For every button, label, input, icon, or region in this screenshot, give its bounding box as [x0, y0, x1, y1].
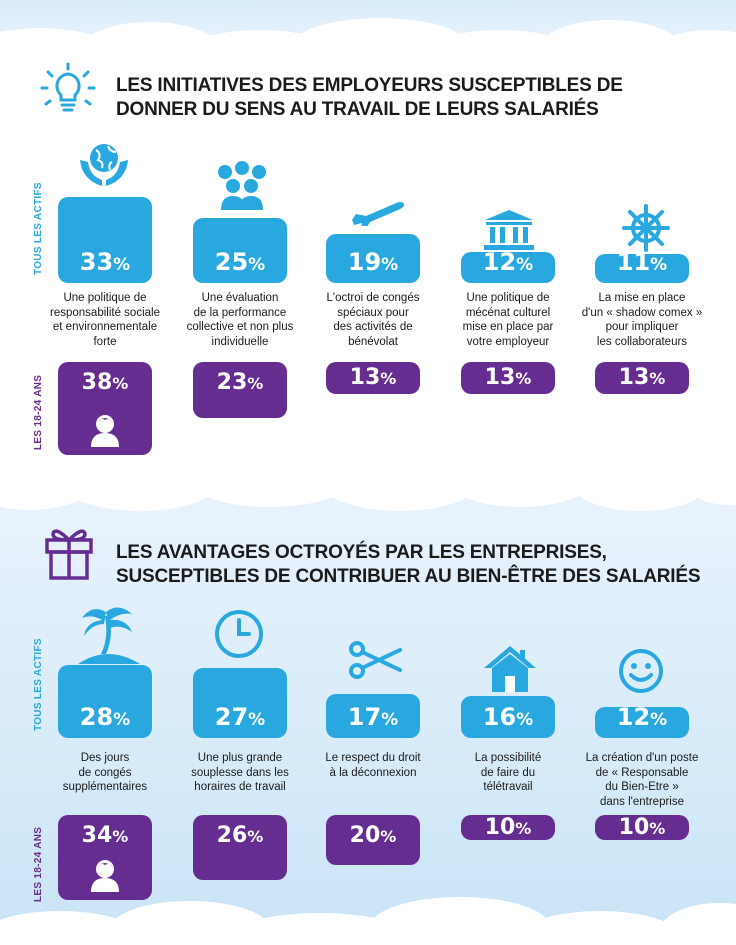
- section2-bar-all-5: 12%: [595, 702, 689, 738]
- section2-bar-all-4: 16%: [461, 696, 555, 738]
- section2-title: LES AVANTAGES OCTROYÉS PAR LES ENTREPRIS…: [116, 541, 700, 589]
- clock-icon: [215, 610, 263, 658]
- section1-bar-young-2: 23%: [193, 362, 287, 419]
- section2-bar-all-3: 17%: [326, 693, 420, 738]
- section2-bar-all-2: 27%: [193, 667, 287, 738]
- section2-bar-all-label-5: 12%: [616, 702, 668, 731]
- section1-bar-all-1: 33%: [58, 197, 152, 283]
- section2-bar-young-label-5: 10%: [618, 815, 666, 840]
- clouds-middle: [0, 455, 736, 511]
- helm-icon: [622, 204, 670, 252]
- section2-bar-all-label-1: 28%: [79, 702, 131, 731]
- person-icon: [91, 415, 119, 448]
- scissors-icon: [349, 641, 402, 679]
- section1-bar-young-4: 13%: [461, 362, 555, 394]
- section1-category-label-4: Une politique de mécénat culturel mise en …: [462, 292, 554, 348]
- section1-bar-all-label-1: 33%: [79, 247, 131, 276]
- clouds-top: [0, 18, 736, 88]
- house-icon: [484, 646, 536, 692]
- section2-category-label-1: Des jours de congés supplémentaires: [62, 752, 148, 793]
- section1-title-line1: LES INITIATIVES DES EMPLOYEURS SUSCEPTIB…: [116, 75, 623, 96]
- airplane-icon: [352, 202, 405, 226]
- section2-bar-young-label-4: 10%: [484, 815, 532, 840]
- section1-bar-young-1: 38%: [58, 362, 152, 456]
- group-icon: [218, 161, 266, 210]
- gift-icon: [45, 529, 93, 580]
- section2-bar-all-label-2: 27%: [214, 702, 266, 731]
- section2-category-label-2: Une plus grande souplesse dans les horaire…: [191, 752, 289, 793]
- section1-title: LES INITIATIVES DES EMPLOYEURS SUSCEPTIB…: [116, 74, 623, 122]
- section1-bar-all-2: 25%: [193, 218, 287, 283]
- section1-category-label-2: Une évaluation de la performance collectiv…: [186, 292, 294, 348]
- section2-bar-young-label-1: 34%: [81, 823, 129, 848]
- section2-bar-all-label-4: 16%: [482, 702, 534, 731]
- clouds-bottom: [0, 897, 736, 945]
- museum-icon: [484, 210, 534, 250]
- section1-bar-young-label-3: 13%: [349, 365, 397, 390]
- section1-bar-young-label-4: 13%: [484, 365, 532, 390]
- section2-row-label-young: LES 18-24 ANS: [33, 826, 44, 902]
- section1-category-label-5: La mise en place d'un « shadow comex » pou…: [581, 292, 703, 348]
- section1-bar-all-4: 12%: [461, 247, 555, 283]
- section2-row-label-all: TOUS LES ACTIFS: [33, 638, 44, 731]
- globe-hands-icon: [80, 144, 128, 186]
- section2-bar-young-4: 10%: [461, 815, 555, 840]
- section1-bar-young-label-1: 38%: [81, 370, 129, 395]
- section2-bar-all-1: 28%: [58, 665, 152, 738]
- section1-bar-all-label-5: 11%: [616, 247, 668, 276]
- section1-bar-young-label-2: 23%: [216, 370, 264, 395]
- section1-bar-all-5: 11%: [595, 250, 689, 283]
- smiley-icon: [619, 649, 663, 693]
- section1-bar-young-3: 13%: [326, 362, 420, 394]
- section1-row-label-all: TOUS LES ACTIFS: [33, 182, 44, 275]
- person-icon: [91, 860, 119, 892]
- section2-title-line1: LES AVANTAGES OCTROYÉS PAR LES ENTREPRIS…: [116, 542, 607, 563]
- lightbulb-icon: [40, 62, 96, 112]
- section2-bar-young-1: 34%: [58, 815, 152, 900]
- section2-category-label-5: La création d'un poste de « Responsable du…: [585, 752, 699, 808]
- section1-bar-young-label-5: 13%: [618, 365, 666, 390]
- section1-category-label-3: L'octroi de congés spéciaux pour des activ…: [326, 292, 420, 348]
- section1-bar-all-label-3: 19%: [347, 247, 399, 276]
- section2-category-label-3: Le respect du droit à la déconnexion: [325, 752, 421, 779]
- section2-category-label-4: La possibilité de faire du télétravail: [474, 752, 542, 793]
- section1-bar-all-label-4: 12%: [482, 247, 534, 276]
- palm-island-icon: [78, 607, 140, 664]
- section1-title-line2: DONNER DU SENS AU TRAVAIL DE LEURS SALAR…: [116, 99, 599, 120]
- section2-title-line2: SUSCEPTIBLES DE CONTRIBUER AU BIEN-ÊTRE …: [116, 566, 701, 587]
- section1-bar-young-5: 13%: [595, 362, 689, 394]
- section1-row-label-young: LES 18-24 ANS: [33, 374, 44, 450]
- section2-bar-young-label-2: 26%: [216, 823, 264, 848]
- section1-bar-all-3: 19%: [326, 233, 420, 283]
- section2-bar-young-2: 26%: [193, 815, 287, 880]
- section2-bar-young-label-3: 20%: [349, 823, 397, 848]
- section2-bar-young-3: 20%: [326, 815, 420, 865]
- sky-background-top: [0, 0, 736, 88]
- section2-bar-all-label-3: 17%: [347, 702, 399, 731]
- section2-bar-young-5: 10%: [595, 815, 689, 840]
- section1-category-label-1: Une politique de responsabilité sociale et…: [50, 292, 160, 348]
- section1-bar-all-label-2: 25%: [214, 248, 266, 276]
